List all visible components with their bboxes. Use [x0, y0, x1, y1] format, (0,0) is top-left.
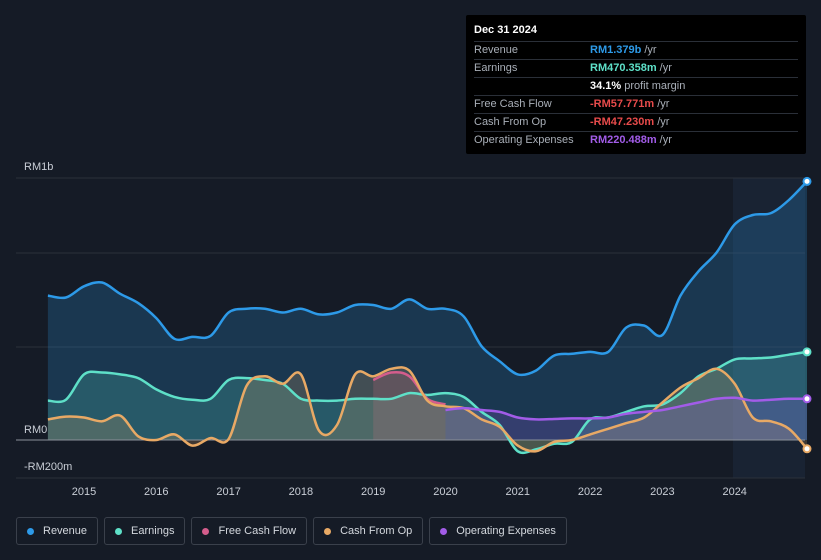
legend-item-cash-from-op[interactable]: Cash From Op [313, 517, 424, 545]
legend-dot-icon [440, 527, 448, 535]
x-tick-label: 2016 [144, 486, 168, 498]
tooltip-label: Operating Expenses [474, 134, 574, 146]
legend-label: Cash From Op [340, 525, 413, 537]
legend-dot-icon [202, 527, 210, 535]
tooltip-value: RM220.488m [590, 134, 657, 146]
legend-item-revenue[interactable]: Revenue [16, 517, 99, 545]
area-free-cash-flow [373, 372, 446, 440]
tooltip-row-cfo: Cash From Op -RM47.230m/yr [474, 114, 798, 132]
tooltip-value: RM470.358m [590, 62, 657, 74]
y-tick-label: -RM200m [24, 461, 72, 473]
legend-label: Revenue [43, 525, 88, 537]
legend-item-operating-expenses[interactable]: Operating Expenses [429, 517, 567, 545]
tooltip-label [474, 78, 590, 95]
legend-label: Earnings [131, 525, 175, 537]
tooltip-value: -RM57.771m [590, 98, 655, 110]
tooltip-row-earnings: Earnings RM470.358m/yr [474, 60, 798, 78]
area-revenue [47, 181, 807, 440]
tooltip-value: -RM47.230m [590, 116, 655, 128]
legend-label: Operating Expenses [456, 525, 556, 537]
end-point-operating-expenses [802, 394, 812, 404]
tooltip-date: Dec 31 2024 [474, 23, 798, 42]
legend-dot-icon [324, 527, 332, 535]
area-earnings [47, 351, 807, 453]
legend-item-free-cash-flow[interactable]: Free Cash Flow [191, 517, 308, 545]
x-tick-label: 2015 [72, 486, 96, 498]
legend-dot-icon [27, 527, 34, 535]
tooltip-label: Free Cash Flow [474, 98, 552, 110]
line-operating-expenses [445, 396, 808, 421]
tooltip-row-opex: Operating Expenses RM220.488m/yr [474, 132, 798, 149]
area-cash-from-op [47, 367, 807, 452]
x-tick-label: 2021 [506, 486, 530, 498]
x-tick-label: 2024 [722, 486, 746, 498]
tooltip-row-revenue: Revenue RM1.379b/yr [474, 42, 798, 60]
area-operating-expenses [445, 397, 807, 440]
y-tick-label: RM0 [24, 424, 47, 436]
x-tick-label: 2022 [578, 486, 602, 498]
tooltip-label: Cash From Op [474, 116, 547, 128]
x-tick-label: 2023 [650, 486, 674, 498]
tooltip-label: Earnings [474, 62, 518, 74]
tooltip-panel: Dec 31 2024 Revenue RM1.379b/yr Earnings… [466, 15, 806, 154]
tooltip-value: RM1.379b [590, 44, 642, 56]
legend: Revenue Earnings Free Cash Flow Cash Fro… [16, 517, 567, 545]
end-point-earnings [802, 347, 812, 357]
x-tick-label: 2017 [216, 486, 240, 498]
y-tick-label: RM1b [24, 161, 53, 173]
legend-label: Free Cash Flow [218, 525, 297, 537]
x-tick-label: 2018 [289, 486, 313, 498]
line-cash-from-op [47, 366, 808, 453]
legend-dot-icon [115, 527, 123, 535]
tooltip-label: Revenue [474, 44, 519, 56]
x-tick-label: 2020 [433, 486, 457, 498]
end-point-revenue [802, 176, 812, 186]
tooltip-row-margin: 34.1% profit margin [474, 78, 798, 96]
end-point-cash-from-op [802, 444, 812, 454]
line-revenue [47, 180, 808, 377]
forecast-shade [733, 178, 805, 478]
legend-item-earnings[interactable]: Earnings [104, 517, 186, 545]
line-free-cash-flow [372, 370, 446, 406]
line-earnings [47, 350, 808, 455]
x-tick-label: 2019 [361, 486, 385, 498]
tooltip-value: 34.1% [590, 80, 622, 92]
tooltip-row-fcf: Free Cash Flow -RM57.771m/yr [474, 96, 798, 114]
